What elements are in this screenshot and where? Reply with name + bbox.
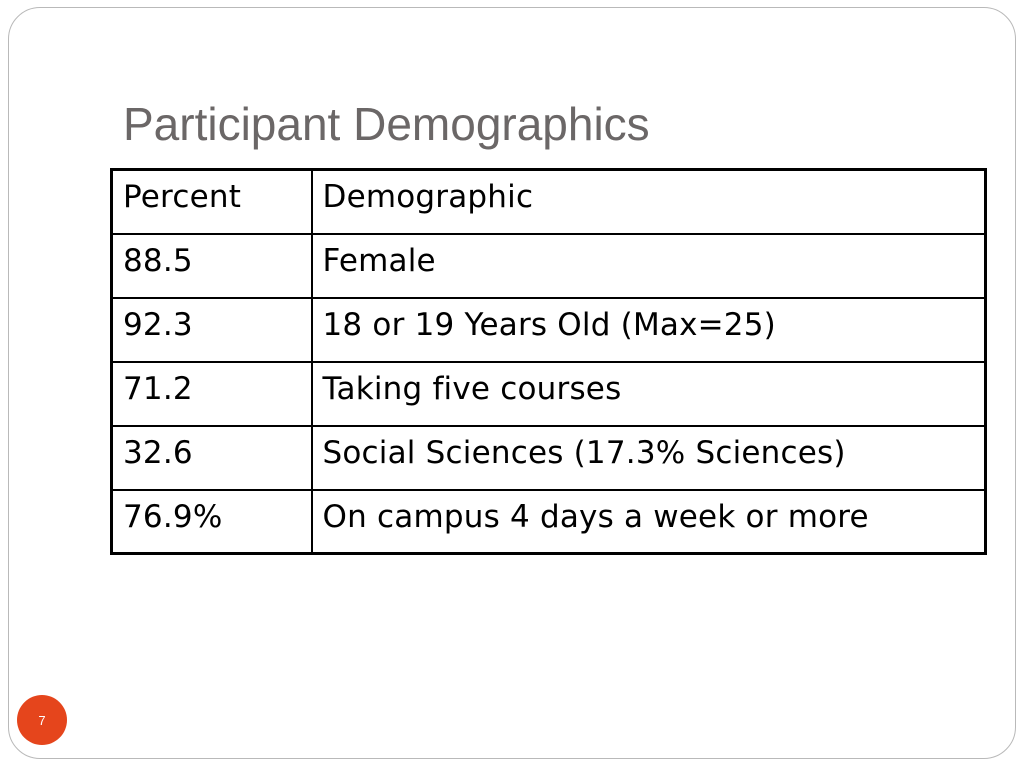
percent-cell: 71.2 bbox=[110, 360, 313, 427]
demographic-cell: Social Sciences (17.3% Sciences) bbox=[310, 424, 987, 491]
percent-cell: 88.5 bbox=[110, 232, 313, 299]
table-row: 76.9% On campus 4 days a week or more bbox=[110, 488, 987, 555]
header-cell-percent: Percent bbox=[110, 168, 313, 235]
slide-title: Participant Demographics bbox=[123, 98, 650, 150]
header-cell-demographic: Demographic bbox=[310, 168, 987, 235]
table-row: 71.2 Taking five courses bbox=[110, 360, 987, 427]
demographic-cell: 18 or 19 Years Old (Max=25) bbox=[310, 296, 987, 363]
demographic-cell: Female bbox=[310, 232, 987, 299]
slide-frame: Participant Demographics Percent Demogra… bbox=[8, 7, 1016, 759]
page-number-badge: 7 bbox=[17, 695, 67, 745]
table-header-row: Percent Demographic bbox=[110, 168, 987, 235]
demographic-cell: Taking five courses bbox=[310, 360, 987, 427]
demographics-table: Percent Demographic 88.5 Female 92.3 18 … bbox=[110, 168, 987, 555]
table-row: 88.5 Female bbox=[110, 232, 987, 299]
demographic-cell: On campus 4 days a week or more bbox=[310, 488, 987, 555]
percent-cell: 32.6 bbox=[110, 424, 313, 491]
table-row: 92.3 18 or 19 Years Old (Max=25) bbox=[110, 296, 987, 363]
percent-cell: 76.9% bbox=[110, 488, 313, 555]
table-row: 32.6 Social Sciences (17.3% Sciences) bbox=[110, 424, 987, 491]
percent-cell: 92.3 bbox=[110, 296, 313, 363]
